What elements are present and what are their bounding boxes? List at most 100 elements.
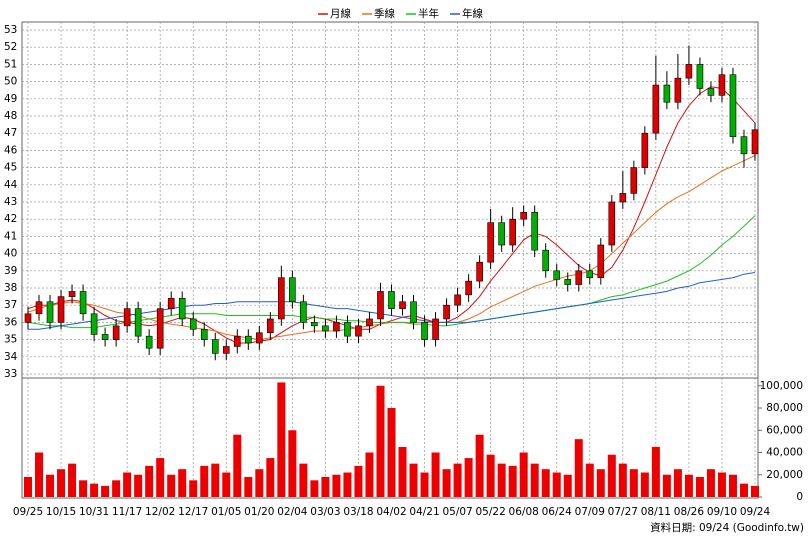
volume-bar (24, 476, 32, 497)
x-tick-label: 09/24 (740, 506, 771, 518)
candle-body (289, 277, 296, 303)
x-tick-label: 04/02 (376, 506, 406, 518)
ma-line (27, 86, 756, 344)
candle-body (57, 296, 65, 323)
candle-body (652, 84, 660, 134)
candle-body (597, 244, 605, 278)
volume-bar (101, 485, 110, 497)
volume-bar (255, 469, 264, 497)
candle-body (498, 222, 505, 246)
candle-body (333, 322, 340, 332)
legend-label: 年線 (462, 7, 483, 20)
volume-bar (508, 465, 517, 497)
y-tick-label: 50 (4, 76, 17, 88)
volume-bar (354, 465, 363, 497)
candle-body (729, 74, 737, 137)
y-tick-label: 49 (4, 93, 17, 105)
candle-body (564, 279, 572, 285)
volume-bar (717, 472, 726, 497)
volume-bar (409, 463, 418, 497)
y-tick-label: 42 (4, 213, 17, 225)
volume-bar (178, 469, 187, 497)
volume-bar (651, 446, 660, 497)
candle-body (542, 249, 550, 272)
y-tick-label: 44 (4, 179, 18, 191)
candle-body (233, 335, 241, 347)
y-tick-label: 48 (4, 110, 17, 122)
x-tick-label: 09/10 (707, 506, 737, 518)
volume-bar (398, 446, 407, 497)
candle-body (476, 261, 483, 282)
x-tick-label: 04/21 (409, 506, 439, 518)
y2-tick-label: 0 (796, 491, 803, 503)
candle-body (134, 308, 142, 337)
x-tick-label: 06/08 (509, 506, 539, 518)
volume-bar (46, 474, 55, 497)
volume-bar (145, 465, 154, 497)
x-tick-label: 02/04 (277, 506, 308, 518)
volume-bar (156, 458, 165, 497)
x-tick-label: 09/25 (13, 506, 43, 518)
volume-bar (629, 469, 638, 497)
volume-bar (695, 476, 704, 497)
volume-bar (79, 480, 88, 497)
volume-bar (475, 434, 484, 497)
volume-bar (497, 463, 506, 497)
candle-body (300, 301, 307, 323)
candle-body (696, 64, 704, 89)
candle-body (123, 308, 131, 327)
candle-body (663, 84, 671, 103)
candle-body (90, 313, 98, 335)
candle-body (707, 88, 715, 96)
candle-body (674, 77, 682, 103)
candle-body (145, 335, 153, 349)
y-tick-label: 41 (4, 230, 17, 242)
candle-body (278, 277, 285, 320)
x-tick-label: 12/02 (145, 506, 175, 518)
y-tick-label: 53 (4, 24, 17, 36)
candle-body (189, 318, 197, 330)
y-tick-label: 37 (4, 299, 17, 311)
volume-bar (541, 469, 550, 497)
y2-tick-label: 20,000 (766, 469, 803, 481)
volume-bar (431, 452, 440, 497)
candle-body (388, 291, 395, 309)
x-tick-label: 06/24 (542, 506, 573, 518)
candle-body (685, 64, 693, 79)
volume-bar (365, 452, 374, 497)
candle-body (167, 298, 175, 309)
legend-label: 半年 (418, 7, 439, 20)
x-tick-label: 11/17 (112, 506, 142, 518)
volume-bar (706, 469, 715, 497)
y-tick-label: 39 (4, 265, 17, 277)
candle-body (575, 270, 583, 285)
y2-tick-label: 80,000 (766, 402, 803, 414)
volume-bar (728, 474, 737, 497)
y-tick-label: 36 (4, 316, 18, 328)
x-tick-label: 01/20 (244, 506, 274, 518)
candle-body (344, 322, 351, 337)
x-tick-label: 10/31 (79, 506, 109, 518)
y2-tick-label: 40,000 (766, 447, 803, 459)
volume-bar (35, 452, 44, 497)
x-tick-label: 03/18 (343, 506, 373, 518)
volume-bar (739, 483, 748, 497)
y-tick-label: 51 (4, 58, 17, 70)
volume-bar (112, 480, 121, 497)
volume-bar (387, 408, 396, 497)
legend-label: 月線 (330, 7, 351, 20)
volume-bar (673, 469, 682, 497)
candle-body (619, 193, 627, 203)
plot-frame (21, 21, 759, 499)
candle-body (399, 301, 406, 309)
volume-bar (299, 463, 308, 497)
ma-line (27, 215, 756, 329)
candle-body (311, 322, 318, 327)
candle-body (156, 308, 164, 349)
x-tick-label: 10/15 (46, 506, 76, 518)
volume-bar (530, 463, 539, 497)
candle-body (256, 332, 263, 344)
candle-body (454, 294, 461, 306)
y2-tick-label: 60,000 (766, 424, 803, 436)
